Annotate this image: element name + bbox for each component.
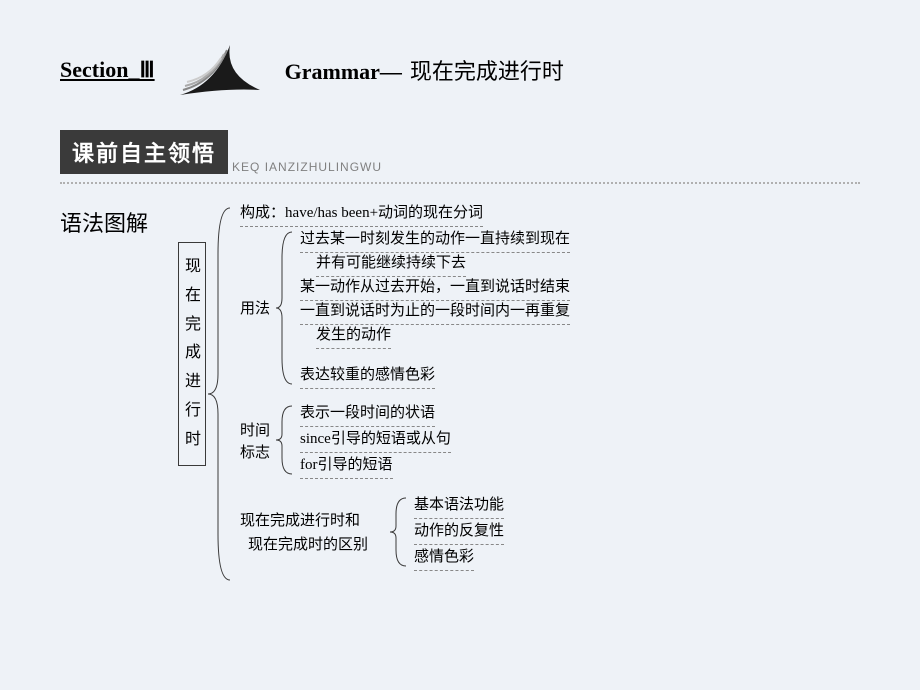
- vlabel-char: 时: [185, 426, 199, 455]
- vlabel-char: 完: [185, 311, 199, 340]
- diff-item: 感情色彩: [414, 546, 474, 571]
- grammar-chinese: 现在完成进行时: [410, 54, 564, 86]
- header-row: Section_Ⅲ Grammar— 现在完成进行时: [60, 40, 860, 100]
- grammar-title: Grammar— 现在完成进行时: [285, 54, 564, 86]
- composition-label: 构成：: [240, 205, 285, 221]
- grammar-label: Grammar—: [285, 59, 402, 85]
- composition-leaf: 构成：have/has been+动词的现在分词: [240, 202, 483, 227]
- diff-brace-icon: [388, 494, 410, 570]
- time-label-line2: 标志: [240, 442, 270, 465]
- slide-content: Section_Ⅲ Grammar— 现在完成进行时 课前自主领悟 KEQ IA…: [0, 0, 920, 690]
- main-brace-icon: [206, 204, 234, 584]
- vertical-label-box: 现 在 完 成 进 行 时: [178, 242, 206, 466]
- diff-label-line1: 现在完成进行时和: [240, 510, 360, 533]
- subtitle: 语法图解: [60, 206, 148, 238]
- diagram-container: 现 在 完 成 进 行 时 构成：have/has been+动词的现在分词 用…: [178, 204, 738, 604]
- usage-item: 过去某一时刻发生的动作一直持续到现在: [300, 228, 570, 253]
- usage-item: 发生的动作: [316, 324, 391, 349]
- swoosh-icon: [175, 40, 265, 100]
- section-title: Section_Ⅲ: [60, 57, 155, 83]
- usage-item: 一直到说话时为止的一段时间内一再重复: [300, 300, 570, 325]
- composition-text: have/has been+动词的现在分词: [285, 205, 483, 221]
- time-brace-icon: [274, 402, 296, 478]
- banner-row: 课前自主领悟 KEQ IANZIZHULINGWU: [60, 130, 860, 174]
- usage-item: 表达较重的感情色彩: [300, 364, 435, 389]
- diff-item: 基本语法功能: [414, 494, 504, 519]
- vlabel-char: 现: [185, 253, 199, 282]
- usage-label: 用法: [240, 298, 270, 321]
- vlabel-char: 进: [185, 368, 199, 397]
- vlabel-char: 在: [185, 282, 199, 311]
- time-item: since引导的短语或从句: [300, 428, 451, 453]
- usage-brace-icon: [274, 228, 296, 388]
- vlabel-char: 成: [185, 339, 199, 368]
- banner-romaji: KEQ IANZIZHULINGWU: [232, 160, 382, 174]
- time-label-line1: 时间: [240, 420, 270, 443]
- diff-item: 动作的反复性: [414, 520, 504, 545]
- diff-label-line2: 现在完成时的区别: [248, 534, 368, 557]
- content-row: 语法图解 现 在 完 成 进 行 时 构成：have/has been+动词的现…: [60, 204, 860, 604]
- usage-item: 某一动作从过去开始，一直到说话时结束: [300, 276, 570, 301]
- vlabel-char: 行: [185, 397, 199, 426]
- time-item: 表示一段时间的状语: [300, 402, 435, 427]
- time-item: for引导的短语: [300, 454, 393, 479]
- dotted-divider: [60, 182, 860, 184]
- usage-item: 并有可能继续持续下去: [316, 252, 466, 277]
- banner-box: 课前自主领悟: [60, 130, 228, 174]
